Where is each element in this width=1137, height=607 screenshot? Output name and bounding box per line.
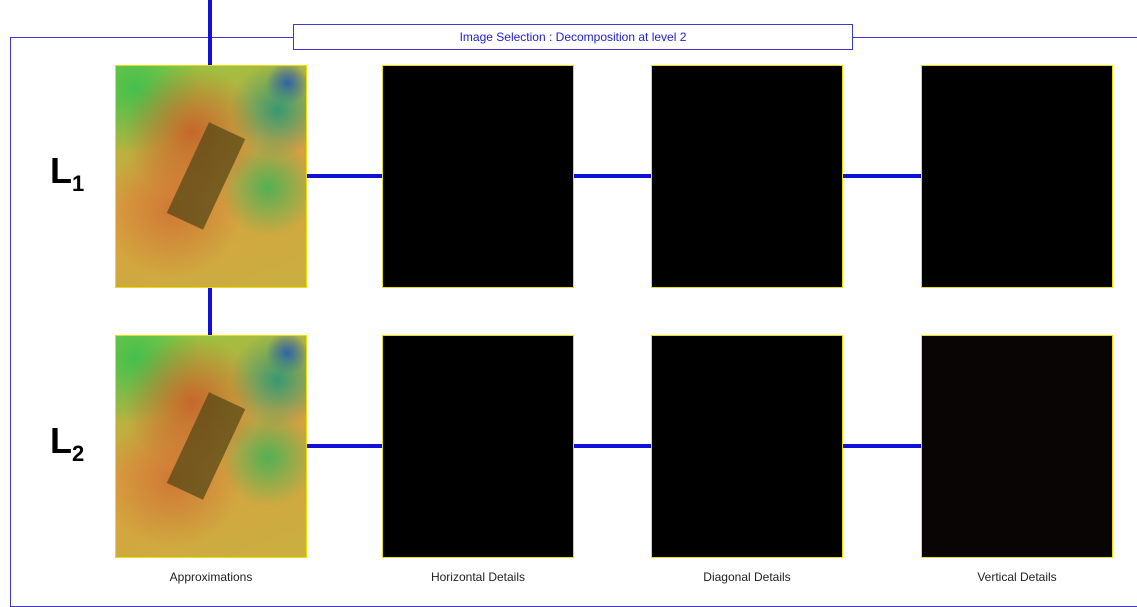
detail-image: [382, 335, 574, 558]
level-letter: L: [50, 420, 72, 461]
connector: [843, 444, 921, 448]
level-index: 1: [72, 171, 84, 196]
decomposition-window: Image Selection : Decomposition at level…: [0, 0, 1137, 594]
detail-image: [651, 335, 843, 558]
connector: [307, 174, 382, 178]
column-label: Approximations: [115, 570, 307, 584]
approximation-image: [115, 335, 307, 558]
connector: [307, 444, 382, 448]
connector: [574, 174, 651, 178]
column-label: Horizontal Details: [382, 570, 574, 584]
detail-image: [921, 65, 1113, 288]
column-label: Vertical Details: [921, 570, 1113, 584]
column-label: Diagonal Details: [651, 570, 843, 584]
detail-image: [921, 335, 1113, 558]
panel-title: Image Selection : Decomposition at level…: [293, 24, 853, 50]
level-label: L1: [50, 150, 84, 197]
connector: [208, 288, 212, 336]
level-index: 2: [72, 441, 84, 466]
detail-image: [382, 65, 574, 288]
detail-image: [651, 65, 843, 288]
approximation-image: [115, 65, 307, 288]
level-letter: L: [50, 150, 72, 191]
level-label: L2: [50, 420, 84, 467]
connector: [574, 444, 651, 448]
connector: [208, 0, 212, 65]
connector: [843, 174, 921, 178]
